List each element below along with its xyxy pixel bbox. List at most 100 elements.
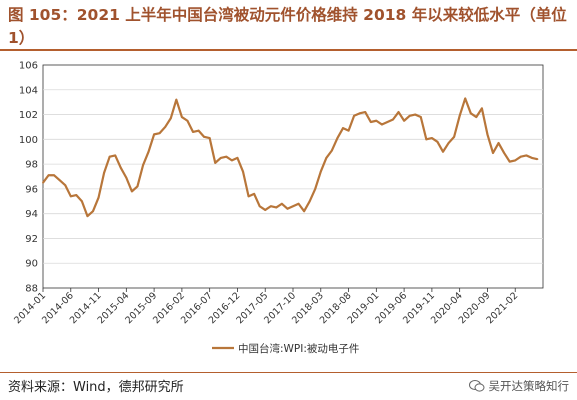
figure-title: 图 105：2021 上半年中国台湾被动元件价格维持 2018 年以来较低水平（… <box>8 6 567 47</box>
gridlines <box>43 89 543 264</box>
data-point <box>103 171 106 174</box>
data-point <box>397 111 400 113</box>
data-point <box>69 195 72 198</box>
data-point <box>369 121 372 123</box>
data-point <box>175 98 178 101</box>
data-point <box>258 205 261 208</box>
data-point <box>92 210 94 213</box>
series-line <box>42 97 538 218</box>
footer-divider <box>0 372 577 373</box>
data-point <box>292 205 294 208</box>
data-point <box>219 157 222 159</box>
data-point <box>314 187 317 190</box>
data-point <box>380 123 383 126</box>
data-point <box>469 112 472 115</box>
data-point <box>225 155 228 158</box>
data-point <box>42 181 44 184</box>
data-point <box>247 195 250 198</box>
data-point <box>253 192 256 195</box>
data-point <box>497 142 500 144</box>
data-point <box>242 170 244 173</box>
data-point <box>286 207 289 210</box>
data-point <box>203 135 206 138</box>
legend: 中国台湾:WPI:被动电子件 <box>212 342 359 355</box>
data-point <box>47 174 50 177</box>
data-point <box>358 112 361 115</box>
data-point <box>119 166 122 169</box>
data-point <box>108 155 111 158</box>
data-point <box>342 127 344 130</box>
data-point <box>80 200 83 203</box>
data-point <box>458 114 461 117</box>
data-point <box>530 157 533 159</box>
data-point <box>319 170 322 173</box>
data-point <box>514 159 517 162</box>
data-point <box>436 140 439 143</box>
y-axis: 88 90 92 94 96 98 100 102 104 106 <box>19 61 38 295</box>
data-point <box>136 185 139 188</box>
data-point <box>58 179 61 182</box>
data-point <box>269 205 272 208</box>
data-point <box>142 164 144 167</box>
data-point <box>536 158 539 161</box>
data-point <box>330 149 333 152</box>
data-point <box>364 111 367 113</box>
data-point <box>386 121 389 123</box>
data-point <box>158 132 161 135</box>
legend-label: 中国台湾:WPI:被动电子件 <box>238 342 359 355</box>
data-point <box>86 215 89 218</box>
data-point <box>180 116 183 118</box>
data-point <box>275 206 278 209</box>
data-point <box>53 174 56 177</box>
line-chart: 88 90 92 94 96 98 100 102 104 106 2014-012014-062… <box>12 61 544 355</box>
data-point <box>75 194 78 196</box>
title-divider <box>0 49 577 51</box>
y-tick-label: 92 <box>25 234 38 245</box>
plot-frame <box>42 64 544 289</box>
data-point <box>169 117 172 120</box>
data-point <box>280 202 283 205</box>
data-point <box>230 159 233 162</box>
data-point <box>447 142 450 144</box>
data-point <box>114 154 117 157</box>
y-tick-label: 98 <box>25 160 38 171</box>
data-point <box>403 119 406 122</box>
data-point <box>130 190 133 193</box>
data-point <box>353 114 356 117</box>
data-point <box>336 137 339 139</box>
data-point <box>297 202 300 205</box>
series-points <box>42 97 539 218</box>
data-point <box>186 119 189 122</box>
data-point <box>214 161 217 164</box>
x-axis: 2014-012014-062014-112015-042015-092016-… <box>12 288 520 326</box>
data-point <box>264 209 267 211</box>
data-point <box>303 210 306 213</box>
data-point <box>414 113 417 116</box>
data-point <box>97 196 100 199</box>
data-point <box>442 150 444 153</box>
y-tick-label: 100 <box>19 135 38 146</box>
watermark: 吴开达策略知行 <box>468 378 570 394</box>
data-point <box>503 152 506 154</box>
data-point <box>480 107 483 110</box>
y-tick-label: 96 <box>25 184 38 195</box>
data-point <box>525 154 528 157</box>
figure-title-block: 图 105：2021 上半年中国台湾被动元件价格维持 2018 年以来较低水平（… <box>8 4 568 50</box>
watermark-text: 吴开达策略知行 <box>488 379 570 393</box>
data-point <box>64 184 67 187</box>
data-point <box>392 118 394 121</box>
data-point <box>164 126 167 128</box>
y-tick-label: 104 <box>19 85 38 96</box>
data-point <box>197 129 200 132</box>
data-point <box>347 129 350 132</box>
data-point <box>464 97 467 100</box>
data-point <box>486 133 489 136</box>
data-point <box>208 137 211 139</box>
data-point <box>453 135 456 138</box>
data-point <box>492 152 494 154</box>
data-point <box>125 176 128 179</box>
data-point <box>192 131 194 133</box>
wechat-icon <box>468 380 484 392</box>
data-point <box>236 157 239 159</box>
data-point <box>419 116 422 118</box>
